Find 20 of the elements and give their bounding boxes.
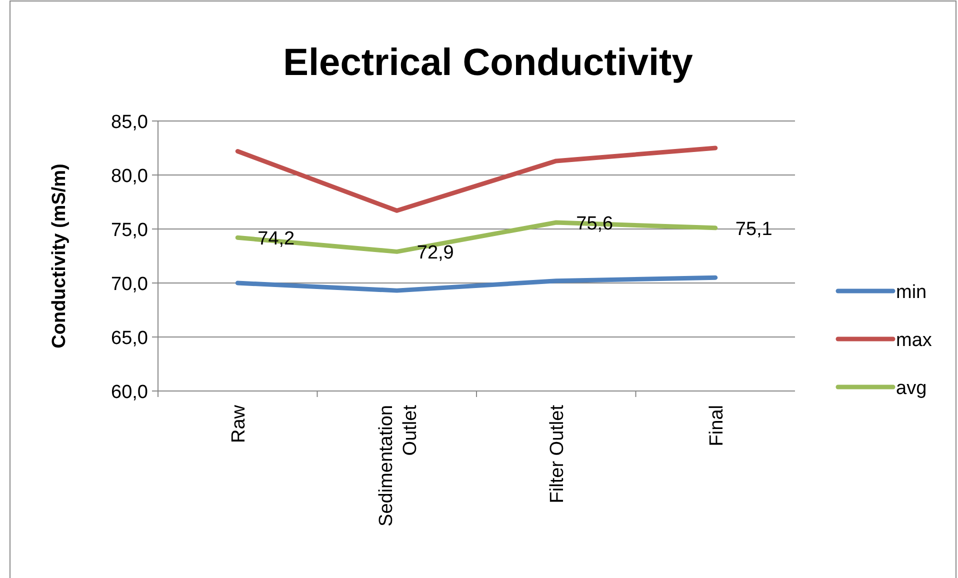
chart-title: Electrical Conductivity (283, 42, 693, 84)
x-tick-label: Final (706, 405, 728, 446)
y-tick-label: 60,0 (111, 382, 148, 403)
x-tick-label: Filter Outlet (547, 404, 568, 504)
x-tick-label: Raw (228, 404, 250, 444)
y-axis-title: Conductivity (mS/m) (49, 164, 70, 348)
line-series (235, 275, 718, 293)
x-tick-label: Sedimentation Outlet (376, 404, 421, 526)
legend-label: avg (896, 378, 927, 399)
data-label: 72,9 (416, 242, 454, 264)
y-tick-label: 65,0 (111, 328, 148, 349)
y-tick-label: 75,0 (111, 220, 148, 241)
data-label: 75,1 (735, 218, 772, 240)
legend-label: max (896, 330, 932, 351)
y-tick-label: 85,0 (111, 112, 148, 133)
y-tick-label: 80,0 (111, 166, 148, 187)
data-label: 74,2 (258, 228, 295, 250)
legend-label: min (896, 282, 927, 303)
y-tick-label: 70,0 (111, 274, 148, 295)
line-series (235, 146, 718, 213)
